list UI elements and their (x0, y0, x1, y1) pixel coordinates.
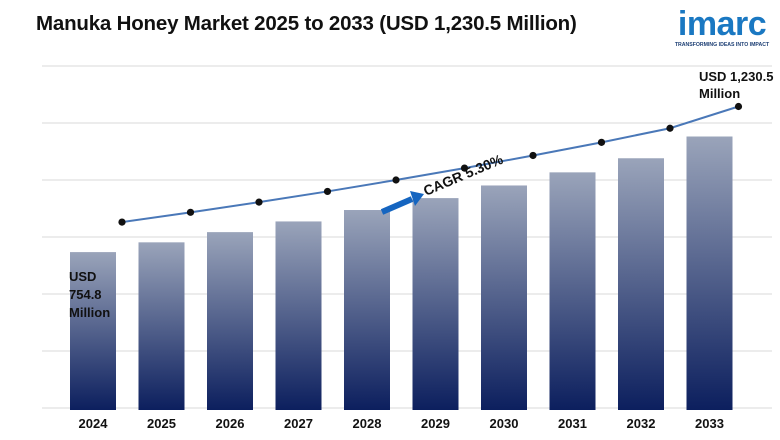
trend-marker-2026 (255, 198, 263, 206)
bar-2026 (207, 232, 253, 410)
x-tick-label: 2030 (490, 416, 519, 431)
trend-marker-2031 (597, 138, 606, 146)
bar-2027 (275, 221, 322, 410)
trend-marker-2030 (529, 151, 537, 160)
trend-line (121, 105, 739, 224)
bar-2033 (686, 136, 733, 411)
trend-marker-2027 (323, 187, 332, 196)
end-value-label: USD 1,230.5 Million (699, 69, 773, 101)
bar-2031 (549, 172, 596, 410)
x-tick-label: 2033 (695, 416, 724, 431)
x-tick-label: 2029 (421, 416, 450, 431)
bar-2032 (618, 158, 664, 410)
cagr-arrow-head (410, 191, 424, 206)
logo-tagline: TRANSFORMING IDEAS INTO IMPACT (674, 42, 770, 48)
cagr-arrow-shaft (380, 196, 414, 215)
imarc-logo: imarc TRANSFORMING IDEAS INTO IMPACT (668, 6, 776, 52)
x-tick-label: 2024 (79, 416, 109, 431)
start-value-label: USD 754.8 Million (69, 269, 110, 320)
x-tick-label: 2026 (216, 416, 245, 431)
trend-marker-2033 (734, 102, 743, 111)
x-tick-label: 2028 (353, 416, 382, 431)
trend-marker-2028 (392, 176, 400, 184)
logo-wordmark: imarc (677, 5, 767, 43)
x-tick-label: 2032 (627, 416, 656, 431)
chart-title: Manuka Honey Market 2025 to 2033 (USD 1,… (36, 12, 577, 35)
x-tick-label: 2025 (147, 416, 176, 431)
x-tick-label: 2027 (284, 416, 313, 431)
trend-marker-2024 (118, 218, 126, 226)
bar-2029 (412, 198, 459, 410)
x-tick-label: 2031 (558, 416, 587, 431)
bar-2030 (481, 185, 527, 410)
bar-2024 (70, 252, 116, 410)
trend-marker-2025 (186, 208, 195, 216)
bar-2025 (138, 242, 185, 410)
trend-marker-2029 (460, 164, 469, 172)
bar-2028 (344, 210, 390, 410)
trend-marker-2032 (666, 124, 674, 132)
